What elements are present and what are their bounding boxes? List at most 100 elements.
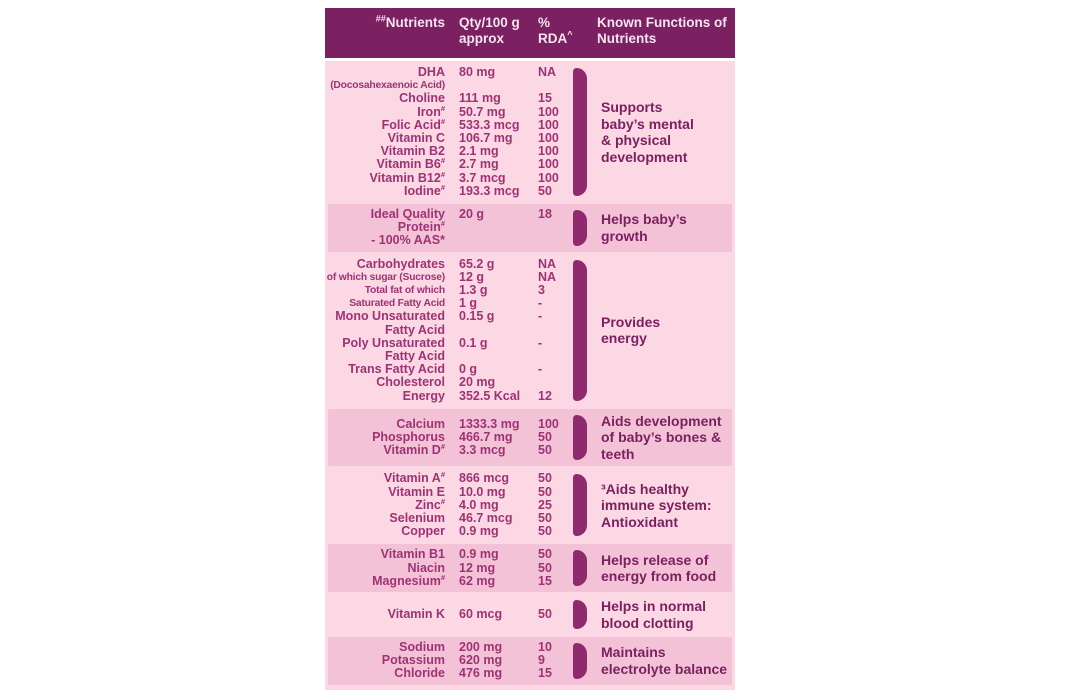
nutrient-rda: 15 xyxy=(538,91,552,106)
nutrient-name: Selenium xyxy=(389,510,445,525)
nutrient-row: Fatty Acid xyxy=(325,349,573,364)
nutrients-footnote-mark: ## xyxy=(375,13,386,24)
nutrient-name: Potassium xyxy=(381,653,445,668)
nutrient-qty: 4.0 mg xyxy=(459,497,499,512)
nutrient-rda: 100 xyxy=(538,131,559,146)
nutrient-rda: 3 xyxy=(538,283,545,298)
section-bracket xyxy=(573,259,587,401)
nutrient-name: Vitamin B1 xyxy=(380,547,445,562)
rda-header-label: % RDA xyxy=(538,15,568,46)
nutrient-name: Trans Fatty Acid xyxy=(348,362,445,377)
nutrient-name: Vitamin E xyxy=(388,484,445,499)
section-rows: Vitamin A# 866 mcg 50 Vitamin E 10.0 mg 50 Zin… xyxy=(325,471,573,539)
section-rows: Sodium 200 mg 10 Potassium 620 mg 9 Chloride 47… xyxy=(328,640,573,681)
footnote-mark: # xyxy=(440,156,445,166)
footnote-mark: # xyxy=(440,103,445,113)
nutrient-qty xyxy=(459,234,538,247)
nutrient-qty: 2.7 mg xyxy=(459,157,499,172)
nutrient-row: Zinc# 4.0 mg 25 xyxy=(325,497,573,512)
nutrient-rda: 50 xyxy=(538,547,552,562)
function-line: baby’s mental xyxy=(601,115,694,132)
nutrient-qty: 476 mg xyxy=(459,666,503,681)
nutrient-rda: 10 xyxy=(538,640,552,654)
nutrient-qty: 12 g xyxy=(459,269,485,284)
nutrient-row: Calcium 1333.3 mg 100 xyxy=(328,417,573,431)
nutrient-qty xyxy=(459,221,538,234)
nutrient-rda: NA xyxy=(538,256,557,271)
nutrient-name: Vitamin D# xyxy=(383,442,445,458)
nutrient-name: Sodium xyxy=(399,640,445,654)
nutrient-row: Cholesterol 20 mg xyxy=(325,376,573,389)
nutrient-row: Vitamin B12# 3.7 mcg 100 xyxy=(325,170,573,185)
nutrient-section-6: Vitamin B1 0.9 mg 50 Niacin 12 mg 50 Magnesium… xyxy=(328,544,732,592)
nutrient-name: Chloride xyxy=(394,666,445,681)
nutrient-rda: 100 xyxy=(538,144,559,159)
nutrient-name: Magnesium# xyxy=(372,572,445,588)
section-bracket xyxy=(573,474,587,537)
nutrient-section-1: DHA 80 mg NA (Docosahexaenoic Acid) Choline 1… xyxy=(325,62,735,202)
nutrient-name: Phosphorus xyxy=(372,430,445,445)
nutrient-row: Protein# xyxy=(328,220,573,234)
nutrient-qty: 3.3 mcg xyxy=(459,443,506,458)
nutrient-row: Magnesium# 62 mg 15 xyxy=(328,572,573,588)
nutrient-name: Vitamin B2 xyxy=(380,144,445,159)
nutrient-name: Fatty Acid xyxy=(385,349,445,364)
function-line: Antioxidant xyxy=(601,513,678,530)
nutrient-row: Vitamin E 10.0 mg 50 xyxy=(325,484,573,499)
function-line: Provides xyxy=(601,313,661,330)
nutrient-section-4: Calcium 1333.3 mg 100 Phosphorus 466.7 mg 50 V… xyxy=(328,408,732,467)
nutrient-row: Iodine# 193.3 mcg 50 xyxy=(325,182,573,198)
nutrient-rda: 15 xyxy=(538,666,552,681)
nutrient-qty: 62 mg xyxy=(459,573,496,588)
nutrient-name: DHA xyxy=(417,65,445,79)
rda-footnote-mark: ^ xyxy=(567,29,573,40)
nutrient-section-8: Sodium 200 mg 10 Potassium 620 mg 9 Chloride 47… xyxy=(328,637,732,685)
nutrient-row: Niacin 12 mg 50 xyxy=(328,561,573,575)
section-function: Provides energy xyxy=(601,314,735,347)
function-line: Helps release of xyxy=(601,551,709,568)
col-header-qty: Qty/100 g approx xyxy=(459,15,520,46)
section-rows: Ideal Quality 20 g 18 Protein# - 100% AAS* xyxy=(328,207,573,248)
section-bracket xyxy=(573,550,587,586)
nutrient-name: Vitamin B6# xyxy=(376,156,445,172)
nutrient-row: Vitamin B1 0.9 mg 50 xyxy=(328,548,573,561)
nutrient-row: Potassium 620 mg 9 xyxy=(328,654,573,667)
function-line: energy xyxy=(601,330,647,347)
nutrient-name: Poly Unsaturated xyxy=(342,335,445,350)
nutrient-name: Iodine# xyxy=(404,182,445,198)
nutrient-rda: 50 xyxy=(538,471,552,486)
nutrient-rda xyxy=(538,376,573,389)
nutrient-rda: - xyxy=(538,335,543,350)
nutrient-qty: 866 mcg xyxy=(459,471,510,486)
nutrient-rda: 100 xyxy=(538,104,559,119)
nutrient-section-3: Carbohydrates 65.2 g NA of which sugar (Suc… xyxy=(325,254,735,407)
nutrient-qty: 10.0 mg xyxy=(459,484,506,499)
nutrient-row: Chloride 476 mg 15 xyxy=(328,667,573,680)
function-line: ³Aids healthy xyxy=(601,480,689,497)
nutrient-rda: 50 xyxy=(538,484,552,499)
nutrient-rda: NA xyxy=(538,269,557,284)
nutrient-name: Folic Acid# xyxy=(381,116,445,132)
function-line: development xyxy=(601,148,688,165)
function-line: teeth xyxy=(601,445,635,462)
nutrient-qty: 533.3 mcg xyxy=(459,117,520,132)
nutrient-qty: 46.7 mcg xyxy=(459,510,513,525)
nutrient-row: Energy 352.5 Kcal 12 xyxy=(325,388,573,403)
section-bracket xyxy=(573,210,587,246)
nutrients-header-label: Nutrients xyxy=(385,15,445,30)
function-line: Supports xyxy=(601,99,663,116)
nutrient-rda: - xyxy=(538,362,543,377)
nutrient-rda: 12 xyxy=(538,388,552,403)
nutrient-row: - 100% AAS* xyxy=(328,234,573,247)
col-header-nutrients: ##Nutrients xyxy=(325,13,445,31)
nutrient-rda: 100 xyxy=(538,117,559,132)
section-rows: DHA 80 mg NA (Docosahexaenoic Acid) Choline 1… xyxy=(325,65,573,198)
nutrient-row: Saturated Fatty Acid 1 g - xyxy=(325,297,573,310)
nutrient-rda: 100 xyxy=(538,170,559,185)
function-line: blood clotting xyxy=(601,614,694,631)
function-line: energy from food xyxy=(601,568,717,585)
nutrient-rda: 50 xyxy=(538,524,552,539)
nutrient-row: Carbohydrates 65.2 g NA xyxy=(325,256,573,271)
nutrient-qty: 20 mg xyxy=(459,375,496,390)
nutrient-row: Trans Fatty Acid 0 g - xyxy=(325,363,573,376)
